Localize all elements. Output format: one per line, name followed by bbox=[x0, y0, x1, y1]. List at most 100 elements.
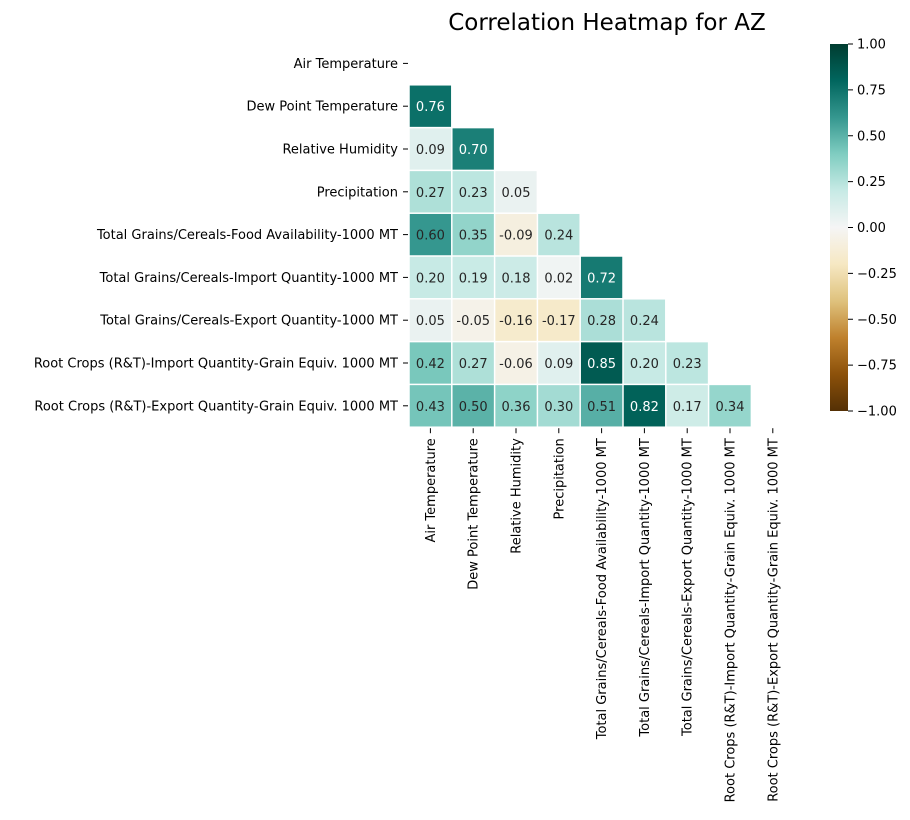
colorbar-gradient bbox=[830, 44, 848, 411]
cell-value-label: 0.23 bbox=[459, 186, 488, 201]
heatmap-cell bbox=[452, 385, 494, 427]
heatmap-cell bbox=[495, 213, 537, 256]
cell-value-label: 0.09 bbox=[544, 357, 573, 372]
heatmap-cell bbox=[409, 256, 452, 299]
cell-value-label: -0.06 bbox=[499, 357, 533, 372]
heatmap-cells: 0.76 0.09 0.70 0.27 0.23 0.05 0.60 0.35 -0.09 0.2… bbox=[409, 85, 751, 427]
y-tick-label: Relative Humidity bbox=[282, 143, 398, 158]
heatmap-cell bbox=[452, 171, 494, 213]
heatmap-cell bbox=[623, 342, 666, 384]
heatmap-cell bbox=[666, 342, 708, 384]
cell-value-label: -0.05 bbox=[456, 314, 490, 329]
colorbar-tick-label: 0.00 bbox=[857, 221, 886, 236]
colorbar-tick-label: −0.25 bbox=[857, 267, 897, 282]
heatmap-cell bbox=[495, 171, 537, 213]
y-tick-label: Precipitation bbox=[317, 185, 398, 200]
x-tick-label: Total Grains/Cereals-Import Quantity-100… bbox=[638, 438, 653, 737]
cell-value-label: 0.30 bbox=[544, 400, 573, 415]
heatmap-cell bbox=[666, 385, 708, 427]
cell-value-label: 0.27 bbox=[416, 186, 445, 201]
cell-value-label: 0.35 bbox=[459, 229, 488, 244]
heatmap-cell bbox=[495, 299, 537, 341]
heatmap-cell bbox=[409, 299, 452, 341]
heatmap-cell bbox=[580, 256, 623, 299]
colorbar-tick-label: 0.75 bbox=[857, 83, 886, 98]
cell-value-label: -0.16 bbox=[499, 314, 533, 329]
cell-value-label: 0.17 bbox=[673, 400, 702, 415]
x-tick-label: Relative Humidity bbox=[510, 438, 525, 554]
heatmap-cell bbox=[409, 171, 452, 213]
cell-value-label: 0.20 bbox=[416, 271, 445, 286]
chart-title: Correlation Heatmap for AZ bbox=[448, 10, 766, 36]
heatmap-cell bbox=[538, 213, 580, 256]
cell-value-label: 0.24 bbox=[630, 314, 659, 329]
heatmap-cell bbox=[495, 342, 537, 384]
heatmap-cell bbox=[623, 385, 666, 427]
x-tick-label: Root Crops (R&T)-Import Quantity-Grain E… bbox=[724, 438, 739, 802]
heatmap-cell bbox=[452, 342, 494, 384]
heatmap-cell bbox=[452, 213, 494, 256]
heatmap-cell bbox=[538, 299, 580, 341]
colorbar: 1.00 0.75 0.50 0.25 0.00 −0.25 −0.50 −0.75 −1.00 bbox=[830, 38, 897, 420]
y-tick-label: Root Crops (R&T)-Import Quantity-Grain E… bbox=[34, 357, 398, 372]
heatmap-cell bbox=[409, 342, 452, 384]
y-tick-label: Root Crops (R&T)-Export Quantity-Grain E… bbox=[34, 399, 398, 414]
heatmap-cell bbox=[495, 256, 537, 299]
cell-value-label: 0.23 bbox=[673, 357, 702, 372]
heatmap-cell bbox=[409, 128, 452, 170]
cell-value-label: 0.60 bbox=[416, 229, 445, 244]
cell-value-label: 0.51 bbox=[587, 400, 616, 415]
cell-value-label: 0.76 bbox=[416, 100, 445, 115]
heatmap-cell bbox=[409, 385, 452, 427]
y-tick-label: Air Temperature bbox=[294, 57, 398, 72]
cell-value-label: 0.02 bbox=[544, 271, 573, 286]
y-tick-label: Total Grains/Cereals-Export Quantity-100… bbox=[99, 314, 398, 329]
heatmap-cell bbox=[495, 385, 537, 427]
heatmap-cell bbox=[709, 385, 751, 427]
cell-value-label: 0.82 bbox=[630, 400, 659, 415]
x-tick-label: Dew Point Temperature bbox=[467, 438, 482, 590]
cell-value-label: 0.05 bbox=[502, 186, 531, 201]
x-tick-label: Air Temperature bbox=[424, 438, 439, 542]
cell-value-label: 0.20 bbox=[630, 357, 659, 372]
colorbar-tick-label: 0.25 bbox=[857, 175, 886, 190]
colorbar-tick-label: −1.00 bbox=[857, 405, 897, 420]
y-axis-labels: Air Temperature Dew Point Temperature Rela… bbox=[34, 57, 408, 414]
x-tick-label: Total Grains/Cereals-Food Availability-1… bbox=[595, 438, 610, 740]
cell-value-label: 0.72 bbox=[587, 271, 616, 286]
heatmap-cell bbox=[538, 342, 580, 384]
cell-value-label: -0.17 bbox=[542, 314, 576, 329]
y-tick-label: Total Grains/Cereals-Food Availability-1… bbox=[96, 228, 398, 243]
heatmap-cell bbox=[580, 299, 623, 341]
cell-value-label: -0.09 bbox=[499, 229, 533, 244]
heatmap-cell bbox=[538, 256, 580, 299]
cell-value-label: 0.34 bbox=[716, 400, 745, 415]
colorbar-tick-label: 0.50 bbox=[857, 129, 886, 144]
y-tick-label: Dew Point Temperature bbox=[246, 100, 398, 115]
cell-value-label: 0.09 bbox=[416, 143, 445, 158]
cell-value-label: 0.85 bbox=[587, 357, 616, 372]
cell-value-label: 0.24 bbox=[544, 229, 573, 244]
cell-value-label: 0.27 bbox=[459, 357, 488, 372]
cell-value-label: 0.05 bbox=[416, 314, 445, 329]
heatmap-cell bbox=[538, 385, 580, 427]
x-tick-label: Precipitation bbox=[552, 438, 567, 519]
colorbar-tick-label: −0.75 bbox=[857, 359, 897, 374]
heatmap-cell bbox=[452, 256, 494, 299]
colorbar-tick-label: 1.00 bbox=[857, 38, 886, 53]
heatmap-cell bbox=[623, 299, 666, 341]
heatmap-cell bbox=[580, 342, 623, 384]
heatmap-cell bbox=[580, 385, 623, 427]
y-tick-label: Total Grains/Cereals-Import Quantity-100… bbox=[99, 271, 398, 286]
cell-value-label: 0.36 bbox=[502, 400, 531, 415]
cell-value-label: 0.19 bbox=[459, 271, 488, 286]
heatmap-cell bbox=[409, 213, 452, 256]
cell-value-label: 0.18 bbox=[502, 271, 531, 286]
heatmap-cell bbox=[452, 299, 494, 341]
colorbar-tick-label: −0.50 bbox=[857, 313, 897, 328]
cell-value-label: 0.28 bbox=[587, 314, 616, 329]
x-tick-label: Root Crops (R&T)-Export Quantity-Grain E… bbox=[766, 438, 781, 802]
cell-value-label: 0.50 bbox=[459, 400, 488, 415]
